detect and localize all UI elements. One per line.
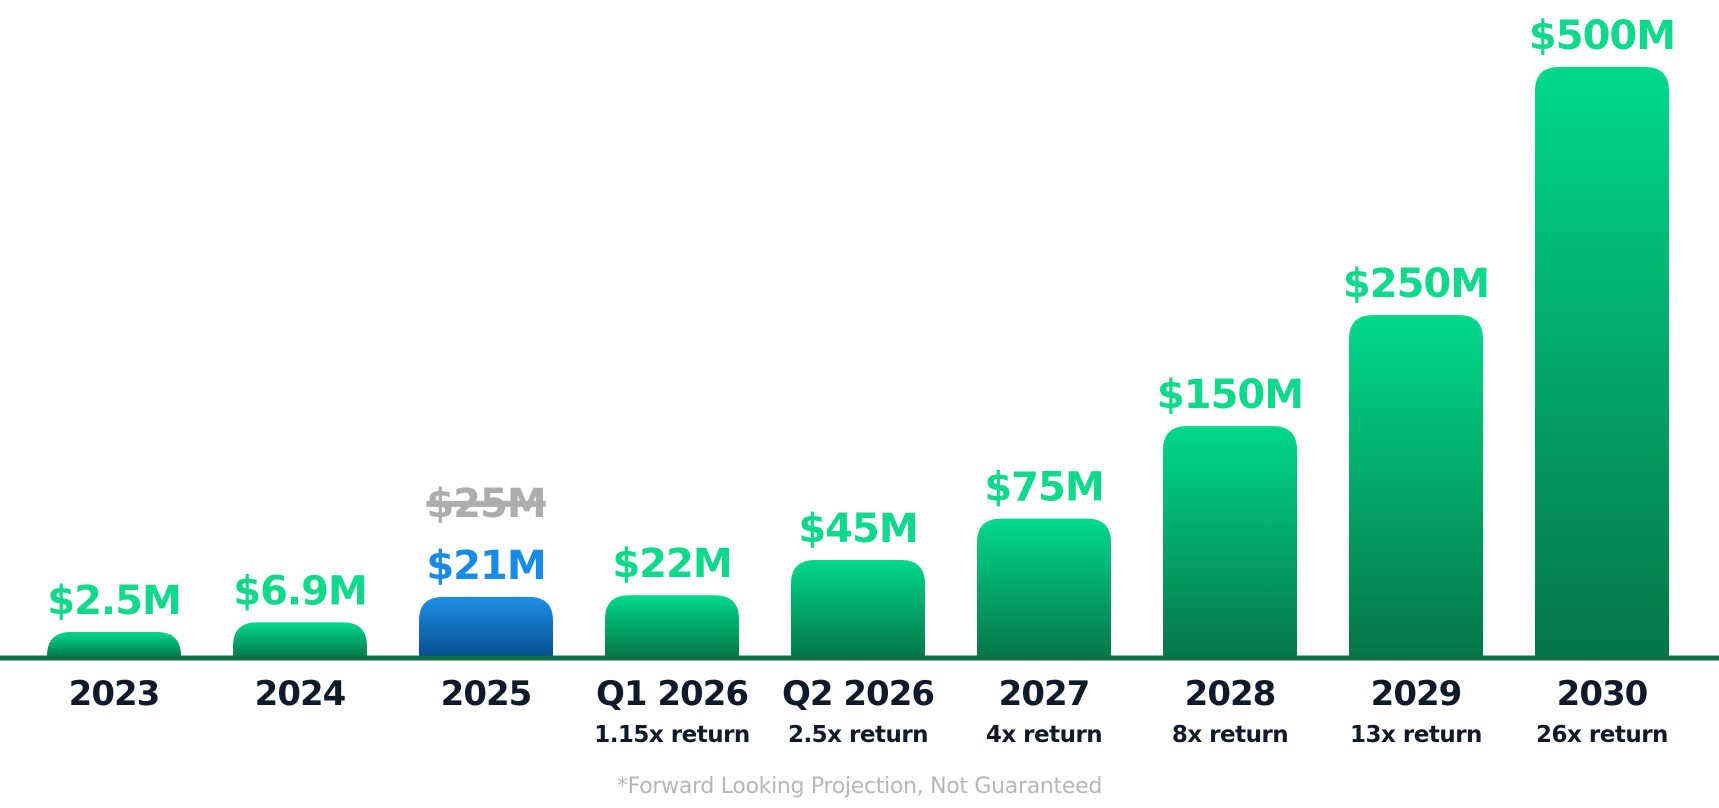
category-label-5: 2027 — [999, 674, 1090, 714]
category-label-0: 2023 — [69, 674, 160, 714]
value-label-8: $500M — [1529, 13, 1675, 59]
return-label-3: 1.15x return — [594, 722, 750, 748]
return-label-4: 2.5x return — [788, 722, 928, 748]
bar-7 — [1349, 315, 1483, 658]
value-label-7: $250M — [1343, 261, 1489, 307]
bar-4 — [791, 559, 925, 658]
return-label-8: 26x return — [1536, 722, 1668, 748]
bar-8 — [1535, 67, 1669, 658]
category-label-7: 2029 — [1371, 674, 1462, 714]
return-label-6: 8x return — [1172, 722, 1288, 748]
bar-5 — [977, 518, 1111, 658]
value-label-1: $6.9M — [233, 568, 367, 614]
return-label-7: 13x return — [1350, 722, 1482, 748]
category-label-2: 2025 — [441, 674, 532, 714]
bar-3 — [605, 595, 739, 658]
category-label-1: 2024 — [255, 674, 346, 714]
value-label-0: $2.5M — [47, 578, 181, 624]
bar-1 — [233, 622, 367, 658]
category-label-3: Q1 2026 — [596, 674, 748, 714]
bars-layer — [47, 67, 1669, 658]
value-label-6: $150M — [1157, 372, 1303, 418]
disclaimer-footnote: *Forward Looking Projection, Not Guarant… — [616, 774, 1103, 799]
value-label-2: $21M — [426, 543, 545, 589]
value-label-4: $45M — [798, 506, 917, 552]
bar-2 — [419, 596, 553, 658]
bar-6 — [1163, 426, 1297, 658]
category-label-6: 2028 — [1185, 674, 1276, 714]
bar-0 — [47, 632, 181, 658]
value-label-5: $75M — [984, 465, 1103, 511]
category-label-4: Q2 2026 — [782, 674, 934, 714]
category-label-8: 2030 — [1557, 674, 1648, 714]
return-label-5: 4x return — [986, 722, 1102, 748]
value-label-3: $22M — [612, 541, 731, 587]
